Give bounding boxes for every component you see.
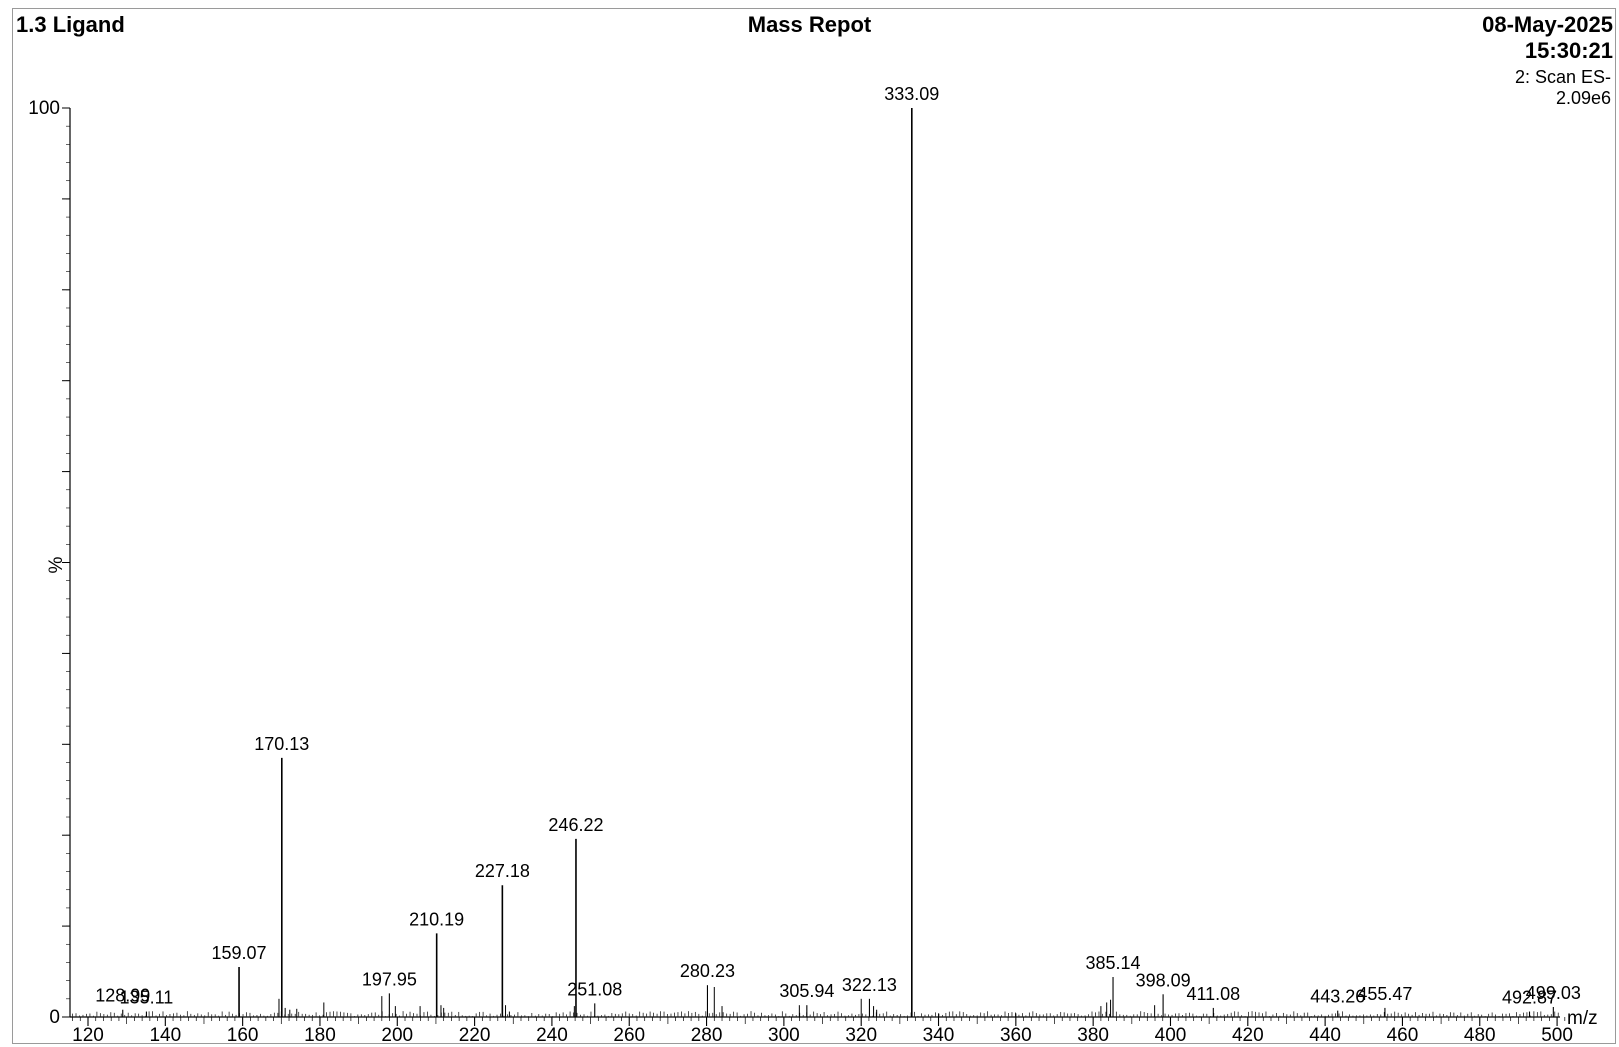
- peak-label: 455.47: [1357, 984, 1412, 1004]
- x-tick-label: 300: [768, 1025, 800, 1046]
- report-date: 08-May-2025: [1482, 12, 1613, 37]
- peak-label: 251.08: [567, 979, 622, 999]
- x-tick-label: 220: [459, 1025, 491, 1046]
- peak-label: 280.23: [680, 961, 735, 981]
- y-tick-label: 100: [28, 98, 60, 119]
- peak-label: 411.08: [1186, 984, 1240, 1004]
- peak-label: 398.09: [1136, 970, 1191, 990]
- x-tick-label: 460: [1387, 1025, 1419, 1046]
- peak-label: 499.03: [1526, 983, 1581, 1003]
- x-tick-label: 260: [613, 1025, 645, 1046]
- peak-label: 210.19: [409, 909, 464, 929]
- peak-label: 492.87: [1502, 988, 1557, 1008]
- x-tick-label: 180: [304, 1025, 336, 1046]
- x-tick-label: 120: [72, 1025, 104, 1046]
- peak-label: 128.99: [95, 986, 150, 1006]
- x-tick-label: 320: [845, 1025, 877, 1046]
- peak-label: 443.26: [1310, 987, 1365, 1007]
- x-tick-label: 280: [691, 1025, 723, 1046]
- x-tick-label: 140: [149, 1025, 181, 1046]
- x-tick-label: 240: [536, 1025, 568, 1046]
- axes: 0 100 120 140 160 180 200 220 240 260 280 300 320 340…: [28, 98, 1573, 1046]
- peak-label: 135.11: [120, 988, 174, 1008]
- peak-label: 227.18: [475, 861, 530, 881]
- x-tick-label: 440: [1309, 1025, 1341, 1046]
- peak-label: 246.22: [548, 815, 603, 835]
- report-title: Mass Repot: [747, 12, 872, 37]
- report-time: 15:30:21: [1524, 38, 1613, 63]
- sample-name: 1.3 Ligand: [16, 12, 125, 37]
- peak-label: 322.13: [842, 975, 897, 995]
- x-tick-label: 380: [1077, 1025, 1109, 1046]
- peak-label: 159.07: [212, 943, 267, 963]
- x-axis-label: m/z: [1567, 1008, 1598, 1029]
- y-tick-label: 0: [49, 1007, 60, 1028]
- scan-info: 2: Scan ES-: [1514, 67, 1611, 87]
- peak-label: 197.95: [362, 969, 417, 989]
- peak-label: 170.13: [254, 734, 309, 754]
- x-tick-label: 480: [1464, 1025, 1496, 1046]
- x-tick-label: 200: [381, 1025, 413, 1046]
- peak-bars: [72, 108, 1559, 1017]
- x-tick-label: 160: [227, 1025, 259, 1046]
- x-tick-label: 340: [923, 1025, 955, 1046]
- peak-label: 333.09: [884, 84, 939, 104]
- x-tick-label: 420: [1232, 1025, 1264, 1046]
- x-tick-label: 360: [1000, 1025, 1032, 1046]
- base-peak-intensity: 2.09e6: [1555, 88, 1611, 108]
- plot-frame: [12, 8, 1616, 1044]
- y-axis-label: %: [46, 556, 67, 573]
- peak-label: 305.94: [779, 981, 834, 1001]
- peak-label: 385.14: [1086, 953, 1141, 973]
- x-tick-label: 400: [1155, 1025, 1187, 1046]
- x-tick-label: 500: [1541, 1025, 1573, 1046]
